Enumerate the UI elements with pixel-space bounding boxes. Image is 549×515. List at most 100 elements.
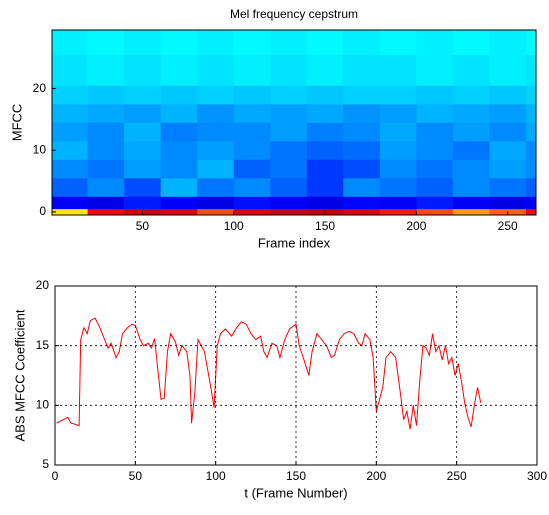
heatmap-cell bbox=[489, 196, 527, 210]
heatmap-cell bbox=[124, 178, 161, 197]
y-tick-label: 0 bbox=[39, 204, 46, 218]
heatmap-cell bbox=[525, 141, 537, 160]
x-tick-label: 200 bbox=[406, 219, 426, 233]
x-tick-label: 250 bbox=[498, 219, 518, 233]
heatmap-cell bbox=[52, 196, 88, 210]
x-axis-label: Frame index bbox=[258, 235, 331, 250]
heatmap-cell bbox=[452, 208, 490, 216]
heatmap-cell bbox=[124, 85, 161, 105]
heatmap-cell bbox=[489, 104, 527, 123]
heatmap-cell bbox=[87, 85, 125, 105]
heatmap-cell bbox=[270, 141, 308, 160]
heatmap-cell bbox=[197, 30, 235, 55]
heatmap-cell bbox=[416, 196, 454, 210]
heatmap-cell bbox=[233, 122, 271, 142]
axes-frame bbox=[51, 29, 537, 216]
heatmap-cell bbox=[525, 178, 537, 197]
heatmap-cell bbox=[525, 104, 537, 123]
axes-frame bbox=[54, 285, 538, 466]
heatmap-cell bbox=[160, 54, 198, 86]
heatmap-cell bbox=[270, 85, 308, 105]
heatmap-cell bbox=[197, 54, 235, 86]
heatmap-cell bbox=[306, 159, 344, 179]
heatmap-cell bbox=[343, 30, 381, 55]
heatmap-cell bbox=[306, 85, 344, 105]
heatmap-cell bbox=[525, 30, 537, 55]
heatmap-cell bbox=[197, 85, 235, 105]
y-tick-label: 5 bbox=[42, 457, 49, 471]
heatmap-cell bbox=[87, 122, 125, 142]
heatmap-cell bbox=[306, 54, 344, 86]
heatmap-cell bbox=[379, 30, 417, 55]
heatmap-cell bbox=[489, 30, 527, 55]
heatmap-cell bbox=[270, 104, 308, 123]
heatmap-cell bbox=[124, 141, 161, 160]
heatmap-cell bbox=[124, 122, 161, 142]
heatmap-cell bbox=[379, 104, 417, 123]
heatmap-cell bbox=[124, 54, 161, 86]
heatmap-cell bbox=[270, 208, 308, 216]
heatmap-cell bbox=[160, 208, 198, 216]
heatmap-cell bbox=[160, 122, 198, 142]
heatmap-cell bbox=[525, 54, 537, 86]
heatmap-cell bbox=[160, 159, 198, 179]
heatmap-cell bbox=[270, 30, 308, 55]
heatmap-cell bbox=[270, 178, 308, 197]
y-axis-label: MFCC bbox=[9, 104, 24, 142]
heatmap-cell bbox=[87, 178, 125, 197]
x-tick-label: 200 bbox=[366, 469, 386, 483]
y-tick-label: 15 bbox=[36, 338, 50, 352]
heatmap-cell bbox=[379, 141, 417, 160]
heatmap-cell bbox=[233, 54, 271, 86]
heatmap-cell bbox=[87, 208, 125, 216]
heatmap-cell bbox=[379, 159, 417, 179]
heatmap-cell bbox=[306, 178, 344, 197]
heatmap-cell bbox=[416, 54, 454, 86]
heatmap-cell bbox=[87, 54, 125, 86]
y-tick-label: 20 bbox=[36, 278, 50, 292]
heatmap-cell bbox=[160, 85, 198, 105]
heatmap-cell bbox=[379, 178, 417, 197]
heatmap-cell bbox=[343, 85, 381, 105]
heatmap-cell bbox=[379, 54, 417, 86]
heatmap-cell bbox=[452, 54, 490, 86]
heatmap-cell bbox=[124, 159, 161, 179]
y-tick-label: 20 bbox=[33, 81, 47, 95]
heatmap-cell bbox=[160, 196, 198, 210]
heatmap-cell bbox=[87, 159, 125, 179]
heatmap-cell bbox=[452, 30, 490, 55]
heatmap-cell bbox=[160, 178, 198, 197]
heatmap-cell bbox=[489, 122, 527, 142]
heatmap-cell bbox=[197, 104, 235, 123]
heatmap-cell bbox=[452, 85, 490, 105]
heatmap-cell bbox=[525, 196, 537, 210]
heatmap-cell bbox=[124, 196, 161, 210]
x-axis-label: t (Frame Number) bbox=[244, 485, 347, 500]
x-tick-label: 50 bbox=[136, 219, 150, 233]
heatmap-cell bbox=[416, 141, 454, 160]
heatmap-cell bbox=[52, 30, 88, 55]
heatmap-cell bbox=[452, 104, 490, 123]
heatmap-cell bbox=[52, 85, 88, 105]
heatmap-cell bbox=[160, 141, 198, 160]
heatmap-cell bbox=[124, 30, 161, 55]
heatmap-cell bbox=[452, 122, 490, 142]
y-axis-label: ABS MFCC Coefficient bbox=[12, 309, 27, 441]
heatmap-cell bbox=[379, 122, 417, 142]
heatmap-cell bbox=[525, 208, 537, 216]
heatmap-cell bbox=[52, 104, 88, 123]
heatmap-cell bbox=[52, 54, 88, 86]
heatmap-cell bbox=[306, 122, 344, 142]
heatmap-cell bbox=[197, 141, 235, 160]
heatmap-cell bbox=[233, 30, 271, 55]
heatmap-cell bbox=[452, 141, 490, 160]
x-tick-label: 50 bbox=[129, 469, 143, 483]
heatmap-cell bbox=[233, 208, 271, 216]
heatmap-cell bbox=[233, 85, 271, 105]
heatmap-cell bbox=[379, 196, 417, 210]
heatmap-cell bbox=[343, 54, 381, 86]
heatmap-cell bbox=[343, 141, 381, 160]
x-tick-label: 100 bbox=[206, 469, 226, 483]
